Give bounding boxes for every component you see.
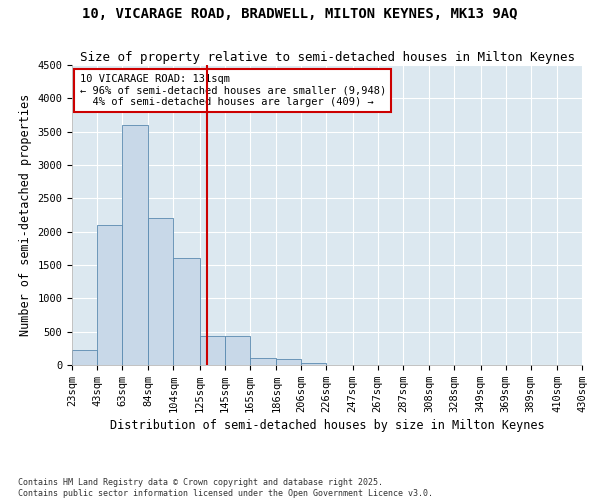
Bar	[122, 125, 148, 365]
Bar	[148, 218, 173, 365]
Bar	[250, 358, 276, 365]
Text: 10, VICARAGE ROAD, BRADWELL, MILTON KEYNES, MK13 9AQ: 10, VICARAGE ROAD, BRADWELL, MILTON KEYN…	[82, 8, 518, 22]
Bar	[225, 336, 250, 365]
Bar	[97, 225, 122, 365]
Bar	[72, 350, 97, 365]
Text: Contains HM Land Registry data © Crown copyright and database right 2025.
Contai: Contains HM Land Registry data © Crown c…	[18, 478, 433, 498]
Bar	[200, 336, 225, 365]
X-axis label: Distribution of semi-detached houses by size in Milton Keynes: Distribution of semi-detached houses by …	[110, 419, 544, 432]
Y-axis label: Number of semi-detached properties: Number of semi-detached properties	[19, 94, 32, 336]
Bar	[276, 359, 301, 365]
Title: Size of property relative to semi-detached houses in Milton Keynes: Size of property relative to semi-detach…	[79, 51, 575, 64]
Bar	[301, 363, 326, 365]
Bar	[173, 258, 200, 365]
Text: 10 VICARAGE ROAD: 131sqm
← 96% of semi-detached houses are smaller (9,948)
  4% : 10 VICARAGE ROAD: 131sqm ← 96% of semi-d…	[80, 74, 386, 107]
